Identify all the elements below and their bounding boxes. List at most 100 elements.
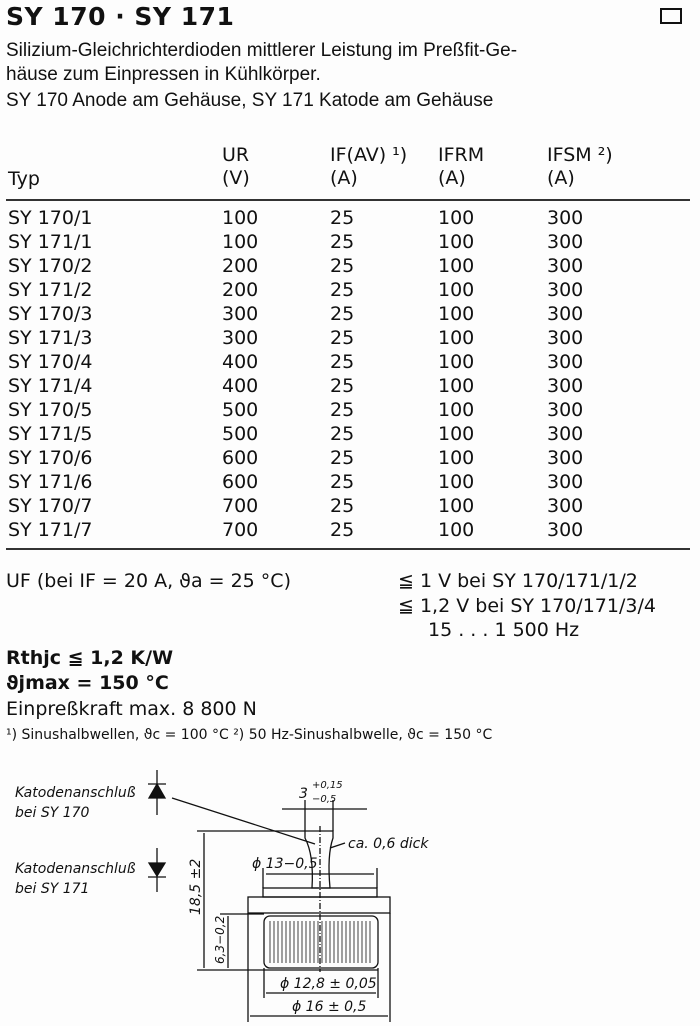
cell-type: SY 170/1 — [8, 207, 93, 229]
cell-ifrm: 100 — [438, 423, 475, 445]
header-unit: (A) — [547, 167, 575, 189]
cell-ifsm: 300 — [547, 207, 584, 229]
cell-ifrm: 100 — [438, 255, 475, 277]
table-row: SY 170/7 700 25 100 300 — [0, 495, 700, 517]
table-row: SY 171/2 200 25 100 300 — [0, 279, 700, 301]
cell-ifsm: 300 — [547, 495, 584, 517]
col-header-typ: Typ — [8, 168, 40, 190]
cell-type: SY 171/3 — [8, 327, 93, 349]
cell-ur: 200 — [222, 255, 259, 277]
cell-ifrm: 100 — [438, 231, 475, 253]
package-drawing: Katodenanschluß bei SY 170 Katodenanschl… — [15, 770, 429, 1022]
table-row: SY 170/5 500 25 100 300 — [0, 399, 700, 421]
table-row: SY 170/3 300 25 100 300 — [0, 303, 700, 325]
cell-ifav: 25 — [330, 519, 355, 541]
cell-ifav: 25 — [330, 375, 355, 397]
cell-ur: 100 — [222, 231, 259, 253]
cell-ifav: 25 — [330, 423, 355, 445]
cell-type: SY 170/5 — [8, 399, 93, 421]
cell-ifrm: 100 — [438, 327, 475, 349]
cell-ifav: 25 — [330, 471, 355, 493]
table-row: SY 171/6 600 25 100 300 — [0, 471, 700, 493]
description-line: Silizium-Gleichrichterdioden mittlerer L… — [6, 40, 518, 61]
header-unit: (A) — [330, 167, 358, 189]
cell-ur: 600 — [222, 471, 259, 493]
cell-ifrm: 100 — [438, 351, 475, 373]
cell-ifrm: 100 — [438, 303, 475, 325]
cell-type: SY 170/2 — [8, 255, 93, 277]
thickness-label: ca. 0,6 dick — [348, 836, 429, 852]
footnotes: ¹) Sinushalbwellen, ϑc = 100 °C ²) 50 Hz… — [6, 727, 493, 743]
cell-ifav: 25 — [330, 231, 355, 253]
cell-ur: 700 — [222, 495, 259, 517]
table-row: SY 171/7 700 25 100 300 — [0, 519, 700, 541]
label-170: Katodenanschluß — [15, 785, 136, 801]
cell-type: SY 170/4 — [8, 351, 93, 373]
col-header-ifsm: IFSM ²) (A) — [547, 144, 613, 190]
dim-tab-width: 3 — [299, 786, 308, 802]
uf-label: UF (bei IF = 20 A, ϑa = 25 °C) — [6, 570, 291, 592]
cell-ifav: 25 — [330, 399, 355, 421]
cell-ifsm: 300 — [547, 279, 584, 301]
col-header-ifav: IF(AV) ¹) (A) — [330, 144, 407, 190]
divider — [6, 548, 690, 550]
press-force: Einpreßkraft max. 8 800 N — [6, 698, 257, 720]
dim-diameter-12-8: ϕ 12,8 ± 0,05 — [280, 976, 377, 992]
cell-ifav: 25 — [330, 255, 355, 277]
cell-ifav: 25 — [330, 327, 355, 349]
package-symbol — [660, 8, 682, 24]
thermal-resistance: Rthjc ≦ 1,2 K/W — [6, 647, 174, 669]
cell-type: SY 171/6 — [8, 471, 93, 493]
dim-height: 18,5 ±2 — [188, 859, 204, 915]
table-row: SY 171/4 400 25 100 300 — [0, 375, 700, 397]
divider — [6, 199, 690, 201]
table-row: SY 170/4 400 25 100 300 — [0, 351, 700, 373]
cell-ifav: 25 — [330, 447, 355, 469]
cell-ur: 500 — [222, 399, 259, 421]
cell-ifrm: 100 — [438, 399, 475, 421]
table-row: SY 171/1 100 25 100 300 — [0, 231, 700, 253]
table-row: SY 170/6 600 25 100 300 — [0, 447, 700, 469]
label-171: Katodenanschluß — [15, 861, 136, 877]
cell-ifsm: 300 — [547, 399, 584, 421]
dim-diameter-13: ϕ 13−0,5 — [252, 856, 318, 872]
table-row: SY 171/5 500 25 100 300 — [0, 423, 700, 445]
cell-ifav: 25 — [330, 279, 355, 301]
header-symbol: IFSM ²) — [547, 144, 613, 166]
cell-ur: 300 — [222, 327, 259, 349]
cell-type: SY 171/4 — [8, 375, 93, 397]
cell-type: SY 171/2 — [8, 279, 93, 301]
col-header-ur: UR (V) — [222, 144, 250, 190]
cell-ifsm: 300 — [547, 351, 584, 373]
cell-type: SY 171/7 — [8, 519, 93, 541]
cell-ur: 300 — [222, 303, 259, 325]
cell-ur: 700 — [222, 519, 259, 541]
uf-value: ≦ 1 V bei SY 170/171/1/2 — [398, 570, 638, 592]
dim-body-height: 6,3−0,2 — [213, 916, 227, 964]
cell-type: SY 170/7 — [8, 495, 93, 517]
cell-ifrm: 100 — [438, 495, 475, 517]
label-171: bei SY 171 — [15, 881, 89, 897]
cell-ifav: 25 — [330, 495, 355, 517]
cell-ifrm: 100 — [438, 375, 475, 397]
frequency-range: 15 . . . 1 500 Hz — [428, 619, 580, 641]
header-symbol: IF(AV) ¹) — [330, 144, 408, 166]
description-line: häuse zum Einpressen in Kühlkörper. — [6, 64, 321, 85]
dim-diameter-16: ϕ 16 ± 0,5 — [292, 999, 366, 1015]
cell-ifrm: 100 — [438, 279, 475, 301]
cell-ur: 400 — [222, 351, 259, 373]
header-symbol: UR — [222, 144, 250, 166]
header-unit: (V) — [222, 167, 250, 189]
table-row: SY 171/3 300 25 100 300 — [0, 327, 700, 349]
cell-ifrm: 100 — [438, 519, 475, 541]
cell-ifsm: 300 — [547, 375, 584, 397]
table-row: SY 170/2 200 25 100 300 — [0, 255, 700, 277]
diode-symbol-171 — [147, 848, 167, 892]
cell-ifav: 25 — [330, 351, 355, 373]
cell-type: SY 170/3 — [8, 303, 93, 325]
cell-ur: 200 — [222, 279, 259, 301]
cell-ifav: 25 — [330, 303, 355, 325]
cell-ifsm: 300 — [547, 231, 584, 253]
cell-ur: 100 — [222, 207, 259, 229]
